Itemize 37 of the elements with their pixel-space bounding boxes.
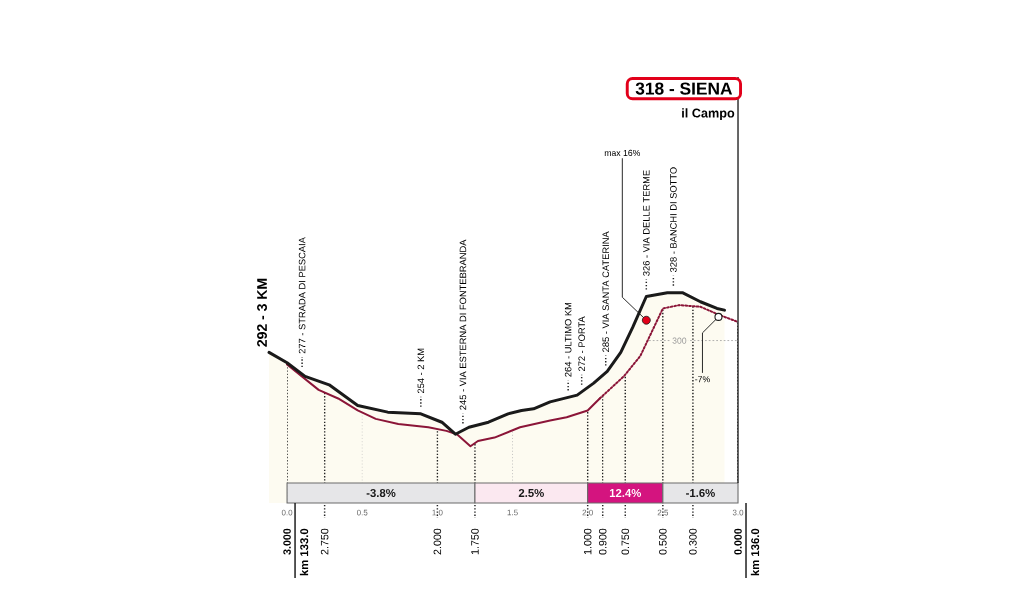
x-tick-label: 2.5 — [657, 509, 669, 516]
annotation: 277 - STRADA DI PESCAIA — [298, 237, 306, 354]
x2-tick-label: 0.300 — [689, 528, 697, 555]
x2-tick-label: 2.000 — [433, 528, 442, 555]
annotation: 264 - ULTIMO KM — [564, 302, 572, 377]
text: 318 - SIENA — [635, 82, 733, 95]
x2-tick-label: 0.500 — [659, 528, 667, 555]
annotation: max 16% — [604, 149, 641, 156]
x2-tick-label: 0.750 — [621, 528, 630, 555]
x2-tick-label: 1.750 — [471, 528, 479, 555]
x-tick-label: 1.5 — [507, 509, 518, 516]
x2-tick-label: 1.000 — [583, 528, 592, 555]
text: il Campo — [682, 108, 735, 121]
annotation: 300 — [672, 337, 687, 344]
x2-tick-label: 0.900 — [598, 528, 607, 555]
annotation: -7% — [695, 376, 710, 383]
annotation: 272 - PORTA — [578, 316, 585, 372]
x2-tick-label: 2.750 — [320, 528, 329, 555]
x2-tick-label: 0.000 — [734, 528, 742, 555]
annotation: 285 - VIA SANTA CATERINA — [602, 231, 610, 352]
x-tick-label: 3.0 — [732, 509, 744, 516]
annotation: 245 - VIA ESTERNA DI FONTEBRANDA — [459, 239, 467, 410]
x-tick-label: 2.0 — [582, 509, 593, 516]
x-tick-label: 0.5 — [356, 509, 368, 516]
x2-tick-label: 3.000 — [283, 528, 291, 555]
text: km 133.0 — [299, 528, 309, 576]
annotation: 326 - VIA DELLE TERME — [643, 170, 650, 276]
band-label: -3.8% — [366, 488, 396, 498]
text: km 136.0 — [750, 528, 760, 576]
band-label: 2.5% — [518, 489, 544, 497]
x-tick-label: 0.0 — [281, 509, 293, 516]
annotation: 254 - 2 KM — [417, 348, 425, 394]
annotation: 328 - BANCHI DI SOTTO — [670, 167, 677, 273]
band-label: 12.4% — [609, 489, 642, 497]
band-label: -1.6% — [686, 489, 715, 497]
x-tick-label: 1.0 — [432, 509, 443, 516]
annotation: 292 - 3 KM — [257, 278, 267, 347]
